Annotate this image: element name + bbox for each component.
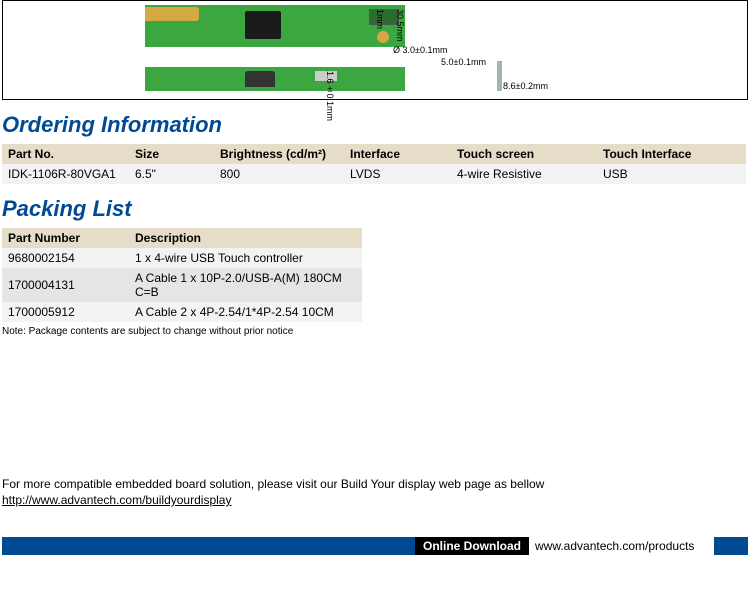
table-row: 1700004131 A Cable 1 x 10P-2.0/USB-A(M) … [2, 268, 362, 302]
cell: LVDS [344, 164, 451, 184]
table-row: IDK-1106R-80VGA1 6.5" 800 LVDS 4-wire Re… [2, 164, 746, 184]
packing-note: Note: Package contents are subject to ch… [2, 326, 748, 337]
packing-table: Part Number Description 9680002154 1 x 4… [2, 228, 362, 322]
dim-8-6mm: 8.6±0.2mm [503, 81, 548, 91]
cell: IDK-1106R-80VGA1 [2, 164, 129, 184]
build-display-link[interactable]: http://www.advantech.com/buildyourdispla… [2, 493, 231, 507]
diagram-box: 1mm 30.5mm 1.6±0.1mm Ø 3.0±0.1mm 5.0±0.1… [2, 0, 748, 100]
ordering-table: Part No. Size Brightness (cd/m²) Interfa… [2, 144, 746, 184]
table-row: 1700005912 A Cable 2 x 4P-2.54/1*4P-2.54… [2, 302, 362, 322]
dim-30-5mm: 30.5mm [395, 9, 405, 42]
bar-tail [714, 537, 748, 555]
footer-text: For more compatible embedded board solut… [2, 477, 748, 491]
cell: 1700005912 [2, 302, 129, 322]
dim-hole: Ø 3.0±0.1mm [393, 45, 447, 55]
th-touchscreen: Touch screen [451, 144, 597, 164]
dim-bracket [497, 61, 502, 91]
footer-link-wrap: http://www.advantech.com/buildyourdispla… [2, 493, 748, 507]
cell: USB [597, 164, 746, 184]
bar-spacer [2, 537, 415, 555]
cell: A Cable 1 x 10P-2.0/USB-A(M) 180CM C=B [129, 268, 362, 302]
cell: 800 [214, 164, 344, 184]
cell: 1700004131 [2, 268, 129, 302]
th-partnumber: Part Number [2, 228, 129, 248]
table-row: 9680002154 1 x 4-wire USB Touch controll… [2, 248, 362, 268]
gold-trace [145, 7, 199, 21]
cell: 4-wire Resistive [451, 164, 597, 184]
ordering-heading: Ordering Information [2, 112, 750, 138]
download-url: www.advantech.com/products [529, 537, 714, 555]
dim-1mm: 1mm [375, 9, 385, 29]
main-chip [245, 11, 281, 39]
cell: 1 x 4-wire USB Touch controller [129, 248, 362, 268]
packing-heading: Packing List [2, 196, 750, 222]
download-bar: Online Download www.advantech.com/produc… [2, 537, 748, 555]
cell: 9680002154 [2, 248, 129, 268]
th-partno: Part No. [2, 144, 129, 164]
th-touchinterface: Touch Interface [597, 144, 746, 164]
th-interface: Interface [344, 144, 451, 164]
component-dark [245, 71, 275, 87]
download-label: Online Download [415, 537, 529, 555]
th-description: Description [129, 228, 362, 248]
cell: A Cable 2 x 4P-2.54/1*4P-2.54 10CM [129, 302, 362, 322]
table-header-row: Part Number Description [2, 228, 362, 248]
th-size: Size [129, 144, 214, 164]
pcb-top-view [145, 5, 405, 47]
cell: 6.5" [129, 164, 214, 184]
dim-5mm: 5.0±0.1mm [441, 57, 486, 67]
mounting-hole [377, 31, 389, 43]
table-header-row: Part No. Size Brightness (cd/m²) Interfa… [2, 144, 746, 164]
th-brightness: Brightness (cd/m²) [214, 144, 344, 164]
dim-1-6mm: 1.6±0.1mm [325, 71, 335, 121]
pcb-side-view [145, 67, 405, 91]
